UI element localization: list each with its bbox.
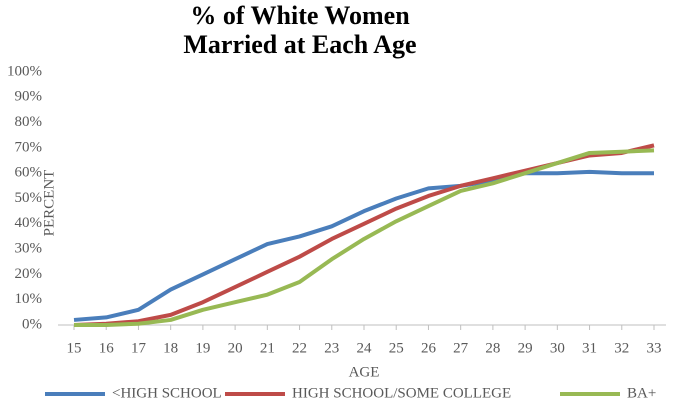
line-series [73, 169, 654, 322]
x-tick-label: 15 [67, 340, 82, 356]
chart-title: Married at Each Age [183, 30, 416, 59]
chart-title: % of White Women [190, 1, 410, 30]
y-tick-label: 10% [15, 291, 43, 307]
legend-label: BA+ [627, 385, 656, 401]
x-tick-label: 20 [228, 340, 243, 356]
y-tick-label: 100% [7, 63, 42, 79]
y-tick-label: 20% [15, 266, 43, 282]
x-tick-label: 19 [195, 340, 210, 356]
x-tick-label: 26 [421, 340, 437, 356]
x-tick-label: 22 [292, 340, 307, 356]
x-tick-label: 24 [357, 340, 373, 356]
y-tick-label: 30% [15, 241, 43, 257]
x-tick-label: 16 [99, 340, 115, 356]
y-tick-label: 90% [15, 89, 43, 105]
x-tick-label: 28 [485, 340, 500, 356]
x-tick-label: 17 [131, 340, 147, 356]
y-tick-label: 50% [15, 190, 43, 206]
y-axis-label: PERCENT [41, 170, 57, 237]
y-tick-label: 40% [15, 215, 43, 231]
x-tick-label: 33 [647, 340, 662, 356]
x-tick-label: 18 [163, 340, 178, 356]
legend-label: HIGH SCHOOL/SOME COLLEGE [292, 385, 511, 401]
x-tick-label: 23 [324, 340, 339, 356]
x-tick-label: 31 [582, 340, 597, 356]
x-tick-label: 30 [550, 340, 565, 356]
x-axis-label: AGE [349, 364, 380, 380]
y-tick-label: 60% [15, 165, 43, 181]
legend-label: <HIGH SCHOOL [112, 385, 222, 401]
line-series [74, 148, 655, 327]
x-tick-label: 25 [389, 340, 404, 356]
y-tick-label: 0% [22, 316, 42, 332]
y-tick-label: 70% [15, 139, 43, 155]
x-tick-label: 27 [453, 340, 469, 356]
x-tick-label: 29 [518, 340, 533, 356]
y-tick-label: 80% [15, 114, 43, 130]
x-tick-label: 21 [260, 340, 275, 356]
x-tick-label: 32 [614, 340, 629, 356]
